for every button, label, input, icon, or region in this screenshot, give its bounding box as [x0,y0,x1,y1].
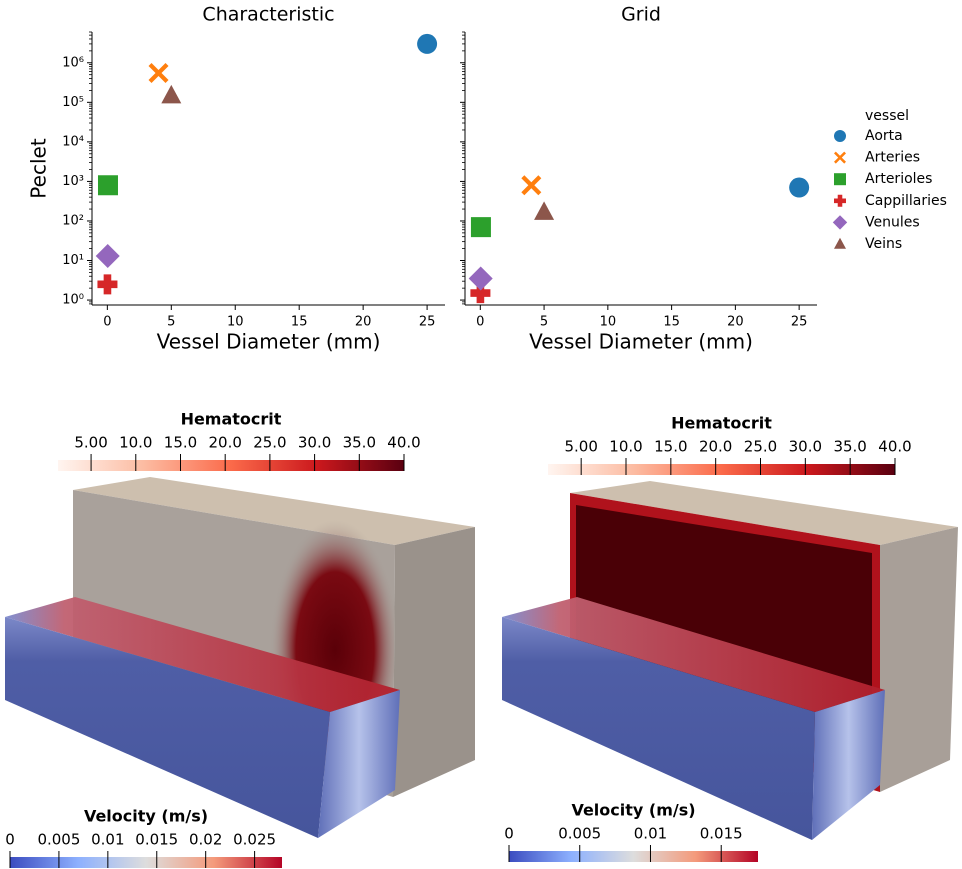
y-tick-label: 10⁰ [62,293,84,308]
legend-marker [834,238,846,249]
x-tick-label: 15 [291,315,308,330]
channel-end [812,690,885,840]
x-axis-label: Vessel Diameter (mm) [157,330,381,354]
point [97,274,117,294]
colorbar-tick-label: 30.0 [298,434,331,452]
colorbar-tick-label: 0.01 [634,825,667,843]
colorbar-tick-label: 10.0 [609,438,642,456]
point [534,201,554,220]
chart-title: Characteristic [202,4,334,26]
colorbar-tick-label: 20.0 [208,434,241,452]
x-axis-label: Vessel Diameter (mm) [529,330,753,354]
legend-marker [834,130,846,142]
y-tick-label: 10¹ [62,253,84,268]
colorbar-tick-label: 0.01 [91,831,124,849]
colorbar-tick-label: 0 [5,831,15,849]
x-tick-label: 10 [227,315,244,330]
legend-label: Cappillaries [865,193,947,209]
legend-marker [833,215,847,229]
colorbar-tick-label: 30.0 [789,438,822,456]
colorbar-tick-label: 25.0 [253,434,286,452]
colorbar-tick-label: 40.0 [878,438,911,456]
colorbar-tick-label: 0 [504,825,514,843]
colorbar-tick-label: 0.015 [135,831,178,849]
legend-title: vessel [865,108,909,124]
y-axis-label: Peclet [27,138,51,199]
x-tick-label: 20 [727,315,744,330]
point [98,175,118,195]
colorbar [509,851,758,862]
point [161,85,181,104]
point [149,63,169,83]
colorbar-tick-label: 0.015 [700,825,743,843]
legend-label: Venules [865,214,920,230]
channel-end [318,690,400,838]
colorbar-title: Hematocrit [181,410,282,429]
point [471,217,491,237]
y-tick-label: 10⁵ [62,95,84,110]
point [469,267,493,291]
colorbar-tick-label: 5.00 [564,438,597,456]
point [96,244,120,268]
colorbar [548,464,895,475]
chart-title: Grid [621,4,661,26]
point [521,175,541,195]
x-tick-label: 25 [419,315,436,330]
x-tick-label: 0 [103,315,111,330]
y-tick-label: 10² [62,213,84,228]
legend-label: Veins [865,236,902,252]
legend-label: Arteries [865,150,920,166]
colorbar-title: Hematocrit [671,414,772,433]
colorbar-tick-label: 5.00 [74,434,107,452]
colorbar-tick-label: 40.0 [387,434,420,452]
x-tick-label: 15 [663,315,680,330]
box-side [393,527,475,797]
legend-marker [834,152,846,164]
colorbar-tick-label: 20.0 [699,438,732,456]
render-grid [502,481,958,840]
render-characteristic [5,477,475,838]
x-tick-label: 20 [355,315,372,330]
colorbar-title: Velocity (m/s) [84,807,208,826]
colorbar [58,460,404,471]
colorbar-title: Velocity (m/s) [571,801,695,820]
x-tick-label: 5 [540,315,548,330]
legend-label: Aorta [865,128,903,144]
x-tick-label: 10 [600,315,617,330]
colorbar-tick-label: 0.005 [37,831,80,849]
x-tick-label: 25 [791,315,808,330]
y-tick-label: 10³ [62,174,84,189]
colorbar-tick-label: 10.0 [119,434,152,452]
point [417,34,437,54]
x-tick-label: 5 [167,315,175,330]
page: Characteristic Vessel Diameter (mm) Peclet… [0,0,962,869]
colorbar-tick-label: 25.0 [744,438,777,456]
colorbar-tick-label: 35.0 [343,434,376,452]
colorbar-tick-label: 35.0 [833,438,866,456]
colorbar [10,857,282,868]
figure: Characteristic Vessel Diameter (mm) Peclet… [0,0,962,869]
colorbar-tick-label: 15.0 [654,438,687,456]
y-tick-label: 10⁶ [62,55,84,70]
colorbar-tick-label: 0.025 [233,831,276,849]
colorbar-tick-label: 15.0 [164,434,197,452]
legend-marker [834,173,846,185]
legend-marker [834,195,846,207]
y-tick-label: 10⁴ [62,134,84,149]
legend-label: Arterioles [865,171,932,187]
point [789,178,809,198]
x-tick-label: 0 [476,315,484,330]
box-side [880,527,958,792]
colorbar-tick-label: 0.005 [558,825,601,843]
colorbar-tick-label: 0.02 [189,831,222,849]
